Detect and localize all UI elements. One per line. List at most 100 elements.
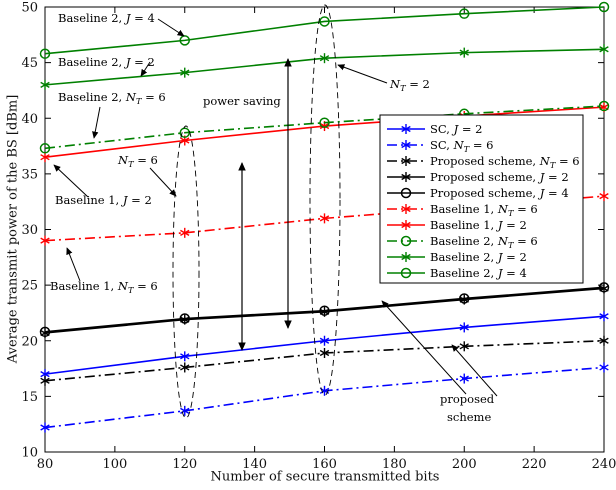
asterisk-marker bbox=[599, 313, 609, 320]
asterisk-marker bbox=[180, 353, 190, 360]
series-9 bbox=[39, 1, 610, 59]
annotation-text: proposed bbox=[440, 392, 495, 406]
y-tick-label: 40 bbox=[21, 112, 38, 127]
circle-marker bbox=[319, 117, 330, 128]
x-axis-label: Number of secure transmitted bits bbox=[210, 469, 440, 485]
asterisk-marker bbox=[40, 81, 50, 88]
asterisk-marker bbox=[40, 371, 50, 378]
x-tick-label: 200 bbox=[452, 457, 477, 472]
legend-label: Baseline 2, NT = 6 bbox=[430, 234, 538, 250]
circle-marker bbox=[400, 267, 412, 279]
legend-item: Baseline 1, NT = 6 bbox=[387, 202, 538, 218]
circle-marker bbox=[598, 100, 610, 112]
legend-label: Baseline 1, NT = 6 bbox=[430, 202, 538, 218]
asterisk-marker bbox=[40, 377, 50, 384]
circle-marker bbox=[319, 305, 330, 316]
series-4 bbox=[39, 282, 610, 338]
annotation: NT = 6 bbox=[117, 153, 177, 197]
circle-marker bbox=[598, 1, 610, 13]
annotation-text: Baseline 1, J = 2 bbox=[55, 193, 152, 207]
asterisk-marker bbox=[599, 193, 609, 200]
asterisk-marker bbox=[401, 253, 411, 261]
circle-marker bbox=[400, 235, 412, 247]
legend-item: Proposed scheme, J = 2 bbox=[387, 170, 569, 184]
annotation-text: NT = 6 bbox=[117, 153, 158, 169]
asterisk-marker bbox=[459, 324, 469, 331]
annotation-arrow bbox=[337, 64, 388, 84]
annotation: scheme bbox=[447, 410, 491, 424]
series-2 bbox=[40, 335, 609, 386]
asterisk-marker bbox=[459, 343, 469, 350]
legend-item: Proposed scheme, NT = 6 bbox=[387, 154, 580, 170]
legend-label: Baseline 2, J = 2 bbox=[430, 250, 527, 264]
y-tick-label: 45 bbox=[21, 56, 38, 71]
circle-marker bbox=[39, 326, 51, 338]
annotation-arrow bbox=[140, 61, 151, 77]
circle-marker bbox=[598, 282, 610, 293]
x-tick-label: 240 bbox=[592, 457, 616, 472]
asterisk-marker bbox=[401, 141, 411, 149]
legend-label: Baseline 2, J = 4 bbox=[430, 266, 527, 280]
annotation-text: power saving bbox=[203, 94, 281, 108]
circle-marker bbox=[179, 35, 190, 46]
circle-marker bbox=[179, 127, 190, 138]
circle-marker bbox=[179, 313, 190, 324]
circle-marker bbox=[39, 143, 51, 154]
x-tick-label: 100 bbox=[102, 457, 127, 472]
annotation: Baseline 2, J = 4 bbox=[58, 11, 185, 37]
series-8 bbox=[40, 44, 609, 90]
legend-label: Proposed scheme, J = 2 bbox=[430, 170, 569, 184]
asterisk-marker bbox=[599, 337, 609, 344]
asterisk-marker bbox=[319, 215, 330, 222]
asterisk-marker bbox=[599, 364, 609, 371]
annotation-arrow bbox=[157, 18, 185, 37]
asterisk-marker bbox=[319, 55, 330, 62]
legend-item: Proposed scheme, J = 4 bbox=[387, 186, 569, 200]
asterisk-marker bbox=[40, 154, 50, 161]
y-tick-label: 30 bbox=[21, 223, 38, 238]
series-0 bbox=[40, 311, 609, 380]
annotation-arrow bbox=[381, 300, 467, 395]
circle-marker bbox=[39, 48, 51, 59]
asterisk-marker bbox=[180, 137, 190, 144]
asterisk-marker bbox=[180, 69, 190, 76]
y-axis-label: Average transmit power of the BS [dBm] bbox=[5, 94, 21, 364]
circle-marker bbox=[319, 16, 330, 27]
x-tick-label: 220 bbox=[522, 457, 547, 472]
asterisk-marker bbox=[401, 205, 411, 213]
annotation-text: NT = 2 bbox=[389, 77, 430, 93]
x-tick-label: 120 bbox=[172, 457, 197, 472]
asterisk-marker bbox=[40, 424, 50, 431]
legend-label: Proposed scheme, NT = 6 bbox=[430, 154, 580, 170]
y-tick-label: 35 bbox=[21, 167, 38, 182]
asterisk-marker bbox=[180, 364, 190, 371]
x-tick-label: 160 bbox=[312, 457, 337, 472]
legend-item: Baseline 2, NT = 6 bbox=[387, 234, 538, 250]
circle-marker bbox=[459, 8, 470, 19]
annotation: Baseline 1, J = 2 bbox=[53, 164, 152, 207]
asterisk-marker bbox=[319, 349, 330, 357]
y-tick-label: 50 bbox=[21, 1, 38, 16]
series-1 bbox=[40, 362, 609, 433]
asterisk-marker bbox=[401, 173, 411, 181]
asterisk-marker bbox=[180, 407, 190, 414]
circle-marker bbox=[459, 293, 470, 304]
asterisk-marker bbox=[459, 375, 469, 382]
annotation-arrow bbox=[92, 106, 101, 139]
x-tick-label: 80 bbox=[37, 457, 54, 472]
asterisk-marker bbox=[319, 337, 330, 344]
y-tick-label: 10 bbox=[21, 446, 38, 461]
y-tick-label: 25 bbox=[21, 279, 38, 294]
asterisk-marker bbox=[599, 46, 609, 53]
x-tick-label: 140 bbox=[242, 457, 267, 472]
annotation-arrow bbox=[451, 344, 498, 397]
annotation-arrow bbox=[149, 167, 177, 197]
asterisk-marker bbox=[401, 157, 411, 165]
axes: 80 100 120 140 160 180 200 220 240 10 15 20 25 30 35 40… bbox=[21, 1, 616, 473]
asterisk-marker bbox=[180, 229, 190, 236]
x-tick-label: 180 bbox=[382, 457, 407, 472]
annotation: Baseline 2, NT = 6 bbox=[58, 90, 166, 139]
asterisk-marker bbox=[401, 221, 411, 229]
